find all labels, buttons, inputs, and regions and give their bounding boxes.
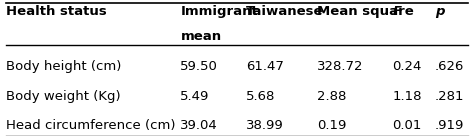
Text: 0.24: 0.24 [392, 60, 422, 73]
Text: Head circumference (cm): Head circumference (cm) [6, 119, 175, 132]
Text: 61.47: 61.47 [246, 60, 284, 73]
Text: F: F [392, 5, 401, 18]
Text: 5.68: 5.68 [246, 89, 276, 103]
Text: Immigrant: Immigrant [181, 5, 258, 18]
Text: 59.50: 59.50 [181, 60, 219, 73]
Text: .626: .626 [435, 60, 464, 73]
Text: 0.19: 0.19 [317, 119, 346, 132]
Text: 328.72: 328.72 [317, 60, 364, 73]
Text: Health status: Health status [6, 5, 107, 18]
Text: 2.88: 2.88 [317, 89, 346, 103]
Text: 5.49: 5.49 [181, 89, 210, 103]
Text: 1.18: 1.18 [392, 89, 422, 103]
Text: Taiwanese: Taiwanese [246, 5, 324, 18]
Text: mean: mean [181, 30, 221, 43]
Text: 39.04: 39.04 [181, 119, 218, 132]
Text: Body weight (Kg): Body weight (Kg) [6, 89, 121, 103]
Text: p: p [435, 5, 444, 18]
Text: Body height (cm): Body height (cm) [6, 60, 121, 73]
Text: .919: .919 [435, 119, 464, 132]
Text: 0.01: 0.01 [392, 119, 422, 132]
Text: 38.99: 38.99 [246, 119, 284, 132]
Text: Mean square: Mean square [317, 5, 414, 18]
Text: .281: .281 [435, 89, 465, 103]
